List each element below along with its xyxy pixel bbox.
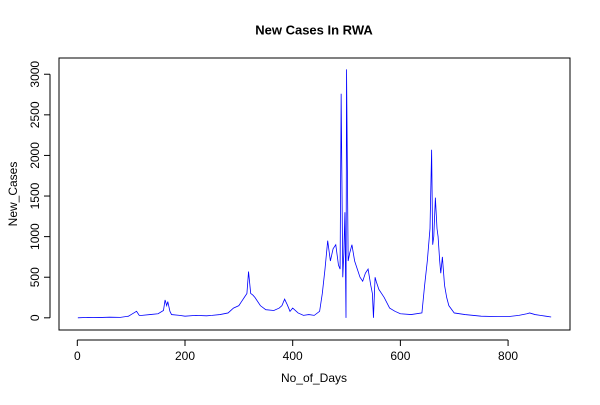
y-tick-label: 1500 [28, 182, 42, 209]
data-line [77, 69, 552, 319]
y-axis-label: New_Cases [6, 162, 20, 227]
y-tick-label: 3000 [28, 61, 42, 88]
y-tick-label: 0 [28, 314, 42, 321]
y-tick-label: 500 [28, 267, 42, 287]
y-tick-label: 2000 [28, 142, 42, 169]
plot-frame [58, 57, 571, 331]
x-axis-label: No_of_Days [281, 371, 347, 385]
y-tick-label: 1000 [28, 223, 42, 250]
x-tick-label: 800 [498, 349, 518, 363]
x-tick-label: 600 [390, 349, 410, 363]
x-tick-label: 0 [74, 349, 81, 363]
x-tick-label: 400 [283, 349, 303, 363]
x-tick-label: 200 [175, 349, 195, 363]
chart-title: New Cases In RWA [255, 22, 373, 37]
y-tick-label: 2500 [28, 101, 42, 128]
